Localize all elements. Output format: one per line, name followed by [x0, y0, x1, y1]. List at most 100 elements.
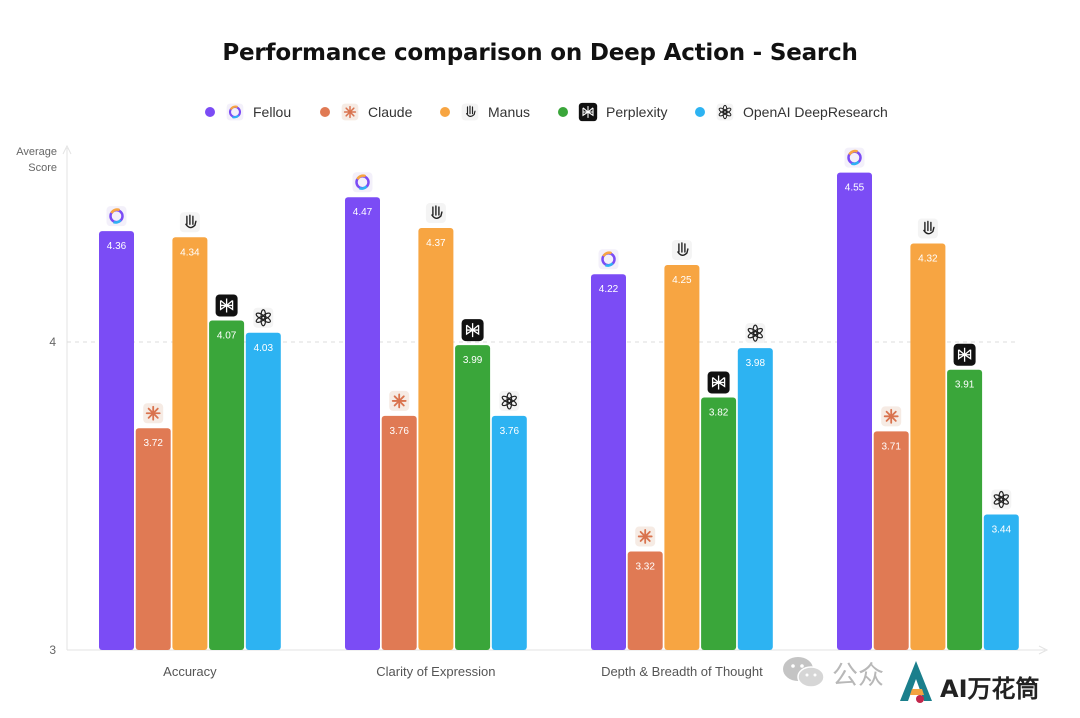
bar [910, 243, 946, 650]
brand-logo-icon [900, 661, 932, 703]
y-tick-label: 4 [49, 335, 56, 349]
manus-logo-icon [460, 102, 480, 122]
perplexity-logo-icon [953, 343, 976, 366]
bar [664, 265, 700, 650]
bar-value-label: 4.47 [353, 207, 373, 218]
legend-label: Fellou [253, 104, 292, 120]
bar-value-label: 4.22 [599, 284, 619, 295]
fellou-logo-icon [226, 103, 244, 121]
fellou-logo-icon [598, 249, 619, 270]
openai-logo-icon [715, 102, 735, 122]
bar-value-label: 4.55 [845, 183, 865, 194]
bar-value-label: 4.25 [672, 275, 692, 286]
manus-logo-icon [461, 103, 479, 121]
bar [345, 197, 380, 651]
openai-logo-icon [253, 307, 274, 328]
wechat-icon [783, 657, 825, 688]
legend-item: Perplexity [558, 100, 667, 124]
watermark-text: 公众 [832, 661, 885, 691]
legend-color-dot [320, 107, 330, 117]
chart-title: Performance comparison on Deep Action - … [222, 40, 858, 66]
y-axis-arrow [62, 144, 72, 155]
legend-label: OpenAI DeepResearch [743, 104, 888, 120]
legend-label: Manus [488, 104, 531, 120]
bar [837, 172, 872, 650]
manus-logo-icon [671, 240, 692, 260]
bar-value-label: 3.82 [709, 407, 729, 418]
perplexity-logo-icon [215, 294, 238, 317]
claude-logo-icon [635, 526, 656, 547]
manus-logo-icon [179, 212, 200, 233]
bar-value-label: 4.36 [107, 241, 127, 252]
fellou-logo-icon [106, 206, 127, 227]
bar-value-label: 3.99 [463, 355, 483, 366]
legend-item: Manus [440, 100, 530, 124]
bar-value-label: 3.44 [992, 524, 1012, 535]
bar [591, 274, 626, 650]
bar [245, 332, 281, 650]
bar [418, 228, 454, 651]
claude-logo-icon [881, 406, 902, 427]
legend-color-dot [695, 107, 705, 117]
x-tick-label: Depth & Breadth of Thought [601, 664, 763, 679]
bar [135, 428, 171, 650]
x-tick-label: Clarity of Expression [376, 664, 495, 679]
bar [209, 320, 245, 650]
x-axis-arrow [1038, 645, 1049, 655]
claude-logo-icon [341, 103, 359, 121]
bar-value-label: 3.76 [389, 426, 409, 437]
fellou-logo-icon [352, 172, 373, 193]
bar-value-label: 3.32 [635, 561, 655, 572]
bar-value-label: 4.32 [918, 253, 938, 264]
bar-value-label: 4.07 [217, 330, 237, 341]
bar [947, 369, 983, 650]
bar-value-label: 4.37 [426, 238, 446, 249]
bar [627, 551, 663, 650]
legend-item: Fellou [205, 100, 291, 124]
claude-logo-icon [389, 390, 410, 411]
watermark-brand: AI万花筒 [940, 675, 1040, 703]
legend-color-dot [558, 107, 568, 117]
perplexity-logo-icon [578, 102, 598, 122]
manus-logo-icon [425, 203, 446, 224]
bar [491, 415, 527, 650]
bar [381, 415, 417, 650]
legend-item: Claude [320, 100, 412, 124]
bar-value-label: 3.98 [746, 358, 766, 369]
y-tick-label: 3 [49, 643, 56, 657]
perplexity-logo-icon [461, 319, 484, 342]
legend-color-dot [205, 107, 215, 117]
perplexity-logo-icon [578, 102, 598, 122]
legend-label: Claude [368, 104, 413, 120]
claude-logo-icon [143, 403, 164, 424]
bar-value-label: 3.91 [955, 380, 975, 391]
openai-logo-icon [991, 489, 1012, 510]
bar-value-label: 3.72 [143, 438, 163, 449]
fellou-logo-icon [225, 102, 245, 122]
bar [701, 397, 737, 650]
bar-value-label: 3.76 [500, 426, 520, 437]
perplexity-logo-icon [707, 371, 730, 394]
legend-label: Perplexity [606, 104, 668, 120]
claude-logo-icon [340, 102, 360, 122]
bar [983, 514, 1019, 650]
watermark: 公众 AI万花筒 [780, 645, 1080, 718]
x-tick-label: Accuracy [163, 664, 217, 679]
fellou-logo-icon [844, 147, 865, 168]
openai-logo-icon [716, 103, 734, 121]
manus-logo-icon [917, 218, 938, 239]
bar [172, 237, 208, 650]
bar [737, 348, 773, 650]
bar-value-label: 4.03 [254, 343, 274, 354]
bar-value-label: 4.34 [180, 247, 200, 258]
y-axis-label: Average Score [16, 146, 57, 174]
bar [873, 431, 909, 650]
bar [455, 345, 491, 650]
legend-color-dot [440, 107, 450, 117]
openai-logo-icon [745, 323, 766, 344]
openai-logo-icon [499, 390, 520, 411]
legend-item: OpenAI DeepResearch [695, 100, 888, 124]
legend: Fellou Claude Manus Perplexity OpenAI DeepRe… [0, 100, 1080, 124]
bar-value-label: 3.71 [881, 441, 901, 452]
